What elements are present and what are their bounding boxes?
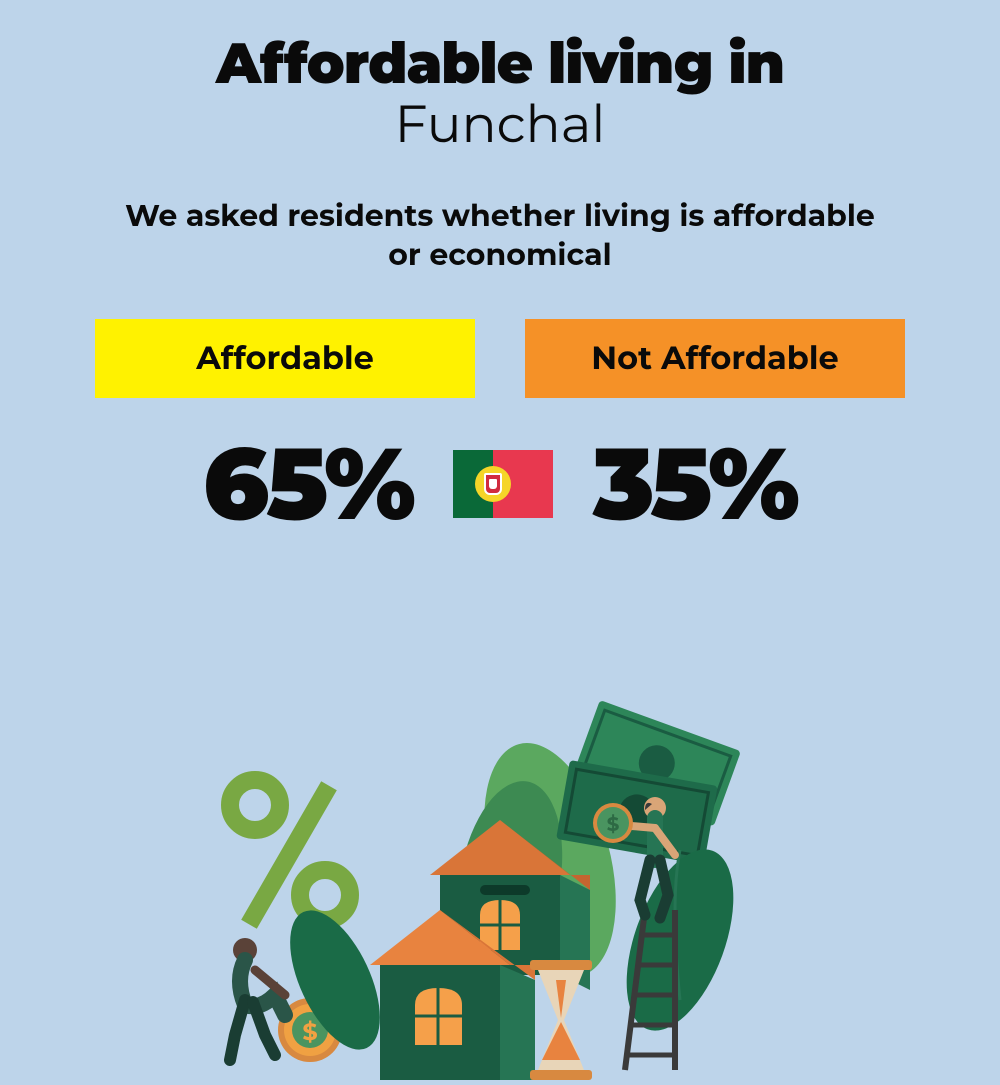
stats-row: Affordable Not Affordable	[50, 319, 950, 398]
affordability-illustration-icon: $	[170, 660, 830, 1080]
flag-shield-icon	[484, 473, 502, 495]
percent-not-affordable: 35%	[593, 423, 797, 545]
page-title-prefix: Affordable living in	[50, 30, 950, 98]
page-title-city: Funchal	[50, 93, 950, 156]
subtitle-text: We asked residents whether living is aff…	[120, 196, 880, 274]
svg-text:$: $	[302, 1018, 317, 1047]
flag-emblem-icon	[475, 466, 511, 502]
percent-affordable: 65%	[203, 423, 413, 545]
badge-affordable: Affordable	[95, 319, 475, 398]
svg-text:$: $	[607, 813, 620, 837]
stat-not-affordable: Not Affordable	[525, 319, 905, 398]
flag-portugal-icon	[453, 450, 553, 518]
stat-affordable: Affordable	[95, 319, 475, 398]
badge-not-affordable: Not Affordable	[525, 319, 905, 398]
percent-row: 65% 35%	[50, 423, 950, 545]
